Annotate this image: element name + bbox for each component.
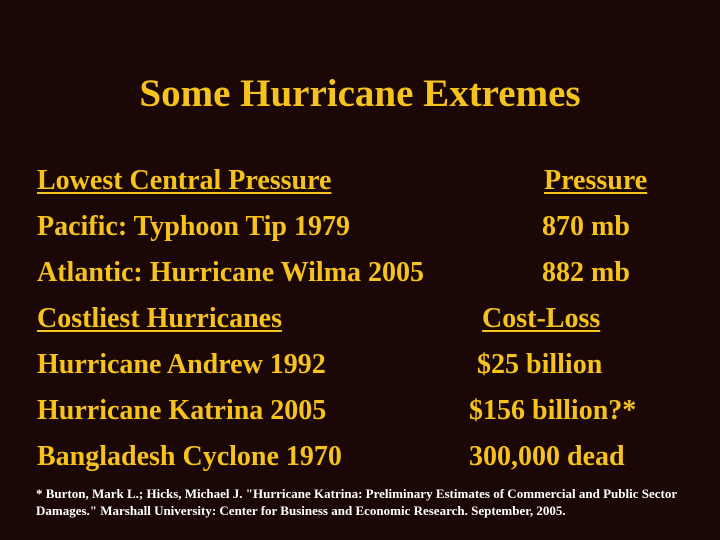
row-label-typhoon-tip: Pacific: Typhoon Tip 1979 — [37, 211, 350, 242]
row-label-hurricane-andrew: Hurricane Andrew 1992 — [37, 349, 326, 380]
row-value-hurricane-andrew: $25 billion — [477, 349, 603, 380]
row-label-hurricane-wilma: Atlantic: Hurricane Wilma 2005 — [37, 257, 425, 288]
slide-title: Some Hurricane Extremes — [139, 72, 581, 115]
row-value-typhoon-tip: 870 mb — [542, 211, 630, 242]
row-label-bangladesh-cyclone: Bangladesh Cyclone 1970 — [37, 441, 342, 472]
header-cost-loss: Cost-Loss — [482, 303, 601, 334]
header-costliest-hurricanes: Costliest Hurricanes — [37, 303, 282, 334]
row-label-hurricane-katrina: Hurricane Katrina 2005 — [37, 395, 327, 426]
row-value-bangladesh-cyclone: 300,000 dead — [469, 441, 625, 472]
header-lowest-central-pressure: Lowest Central Pressure — [37, 165, 332, 196]
header-pressure: Pressure — [544, 165, 648, 196]
row-value-hurricane-wilma: 882 mb — [542, 257, 630, 288]
footnote: * Burton, Mark L.; Hicks, Michael J. "Hu… — [36, 486, 677, 518]
row-value-hurricane-katrina: $156 billion?* — [469, 395, 637, 426]
